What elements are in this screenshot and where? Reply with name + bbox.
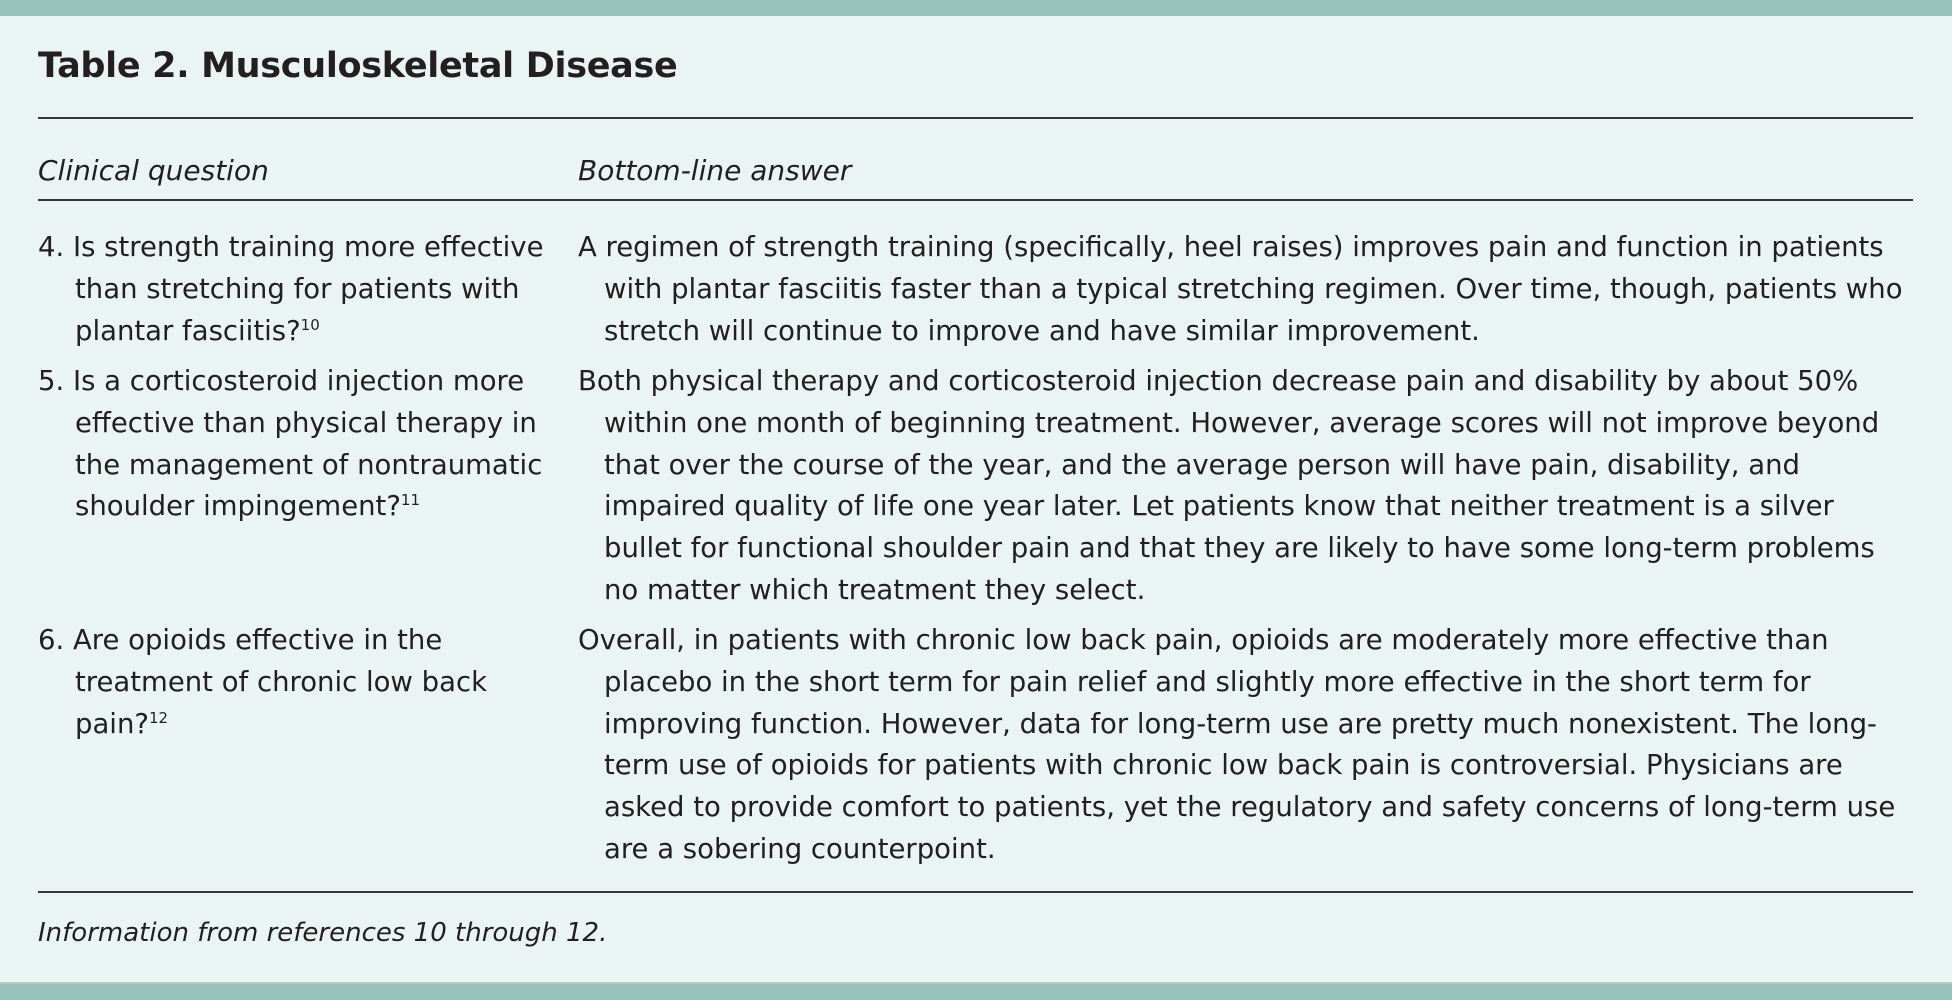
bottom-line-answer: A regimen of strength training (specific…	[578, 231, 1903, 347]
reference-number: 12	[148, 708, 169, 727]
table-row: 4. Is strength training more effective t…	[38, 227, 1913, 352]
title-rule	[38, 117, 1913, 119]
reference-number: 11	[400, 491, 421, 510]
column-header-answer: Bottom-line answer	[578, 154, 852, 187]
header-rule	[38, 199, 1913, 201]
clinical-question: 6. Are opioids effective in the treatmen…	[38, 624, 488, 740]
column-header-question: Clinical question	[38, 154, 269, 187]
table-row: 5. Is a corticosteroid injection more ef…	[38, 361, 1913, 612]
footnote: Information from references 10 through 1…	[38, 918, 608, 948]
clinical-question: 5. Is a corticosteroid injection more ef…	[38, 365, 543, 523]
table-title: Table 2. Musculoskeletal Disease	[38, 46, 678, 86]
bottom-rule	[38, 891, 1913, 893]
bottom-line-answer: Overall, in patients with chronic low ba…	[578, 624, 1896, 865]
bottom-band	[0, 982, 1952, 1000]
top-band	[0, 0, 1952, 16]
reference-number: 10	[300, 315, 320, 334]
bottom-line-answer: Both physical therapy and corticosteroid…	[578, 365, 1880, 606]
table-row: 6. Are opioids effective in the treatmen…	[38, 620, 1913, 871]
clinical-question: 4. Is strength training more effective t…	[38, 231, 544, 347]
